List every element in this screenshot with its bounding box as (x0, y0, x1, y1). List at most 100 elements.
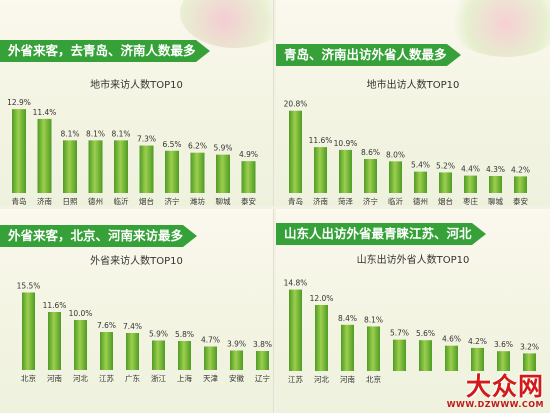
data-label-9: 3.9% (227, 340, 246, 349)
category-label-8: 潍坊 (190, 196, 205, 206)
category-label-4: 济宁 (363, 196, 378, 206)
category-label-2: 河北 (314, 375, 329, 384)
data-label-6: 5.4% (411, 161, 430, 170)
data-label-7: 5.2% (436, 161, 455, 170)
category-label-1: 北京 (21, 373, 36, 383)
category-label-3: 河南 (340, 374, 355, 384)
bar-6 (139, 145, 154, 193)
category-label-10: 泰安 (513, 196, 528, 206)
category-label-10: 辽宁 (255, 373, 270, 383)
bar-2 (37, 118, 52, 193)
bar-7 (165, 150, 179, 193)
data-label-7: 5.8% (175, 330, 194, 339)
data-label-6: 5.9% (149, 330, 168, 339)
bar-1 (22, 292, 35, 370)
bar-chart-city-outbound: 20.8% 青岛 11.6% 济南 10.9% 菏泽 8.6% 济宁 8.0% 临沂 5.4% 德州 5… (284, 100, 530, 206)
data-label-4: 7.6% (97, 321, 116, 330)
dzwww-logo: 大众网 (465, 372, 544, 401)
bar-3 (74, 320, 87, 370)
category-label-9: 聊城 (488, 197, 503, 206)
bar-5 (389, 161, 402, 193)
category-label-5: 广东 (125, 373, 140, 383)
data-label-2: 11.4% (33, 108, 57, 117)
category-label-10: 泰安 (241, 196, 256, 206)
data-label-3: 8.4% (338, 314, 357, 323)
bar-1 (289, 289, 302, 371)
data-label-4: 8.1% (364, 315, 383, 324)
banner-title: 外省来客，北京、河南来访最多 (0, 225, 198, 247)
bar-9 (497, 351, 510, 371)
bar-chart-city-visitors: 12.9% 青岛 11.4% 济南 8.1% 日照 8.1% 德州 8.1% 临沂 7.3% 烟台 6.… (7, 98, 258, 206)
data-label-1: 20.8% (284, 100, 308, 109)
bar-9 (216, 154, 230, 193)
data-label-5: 7.4% (123, 322, 142, 331)
data-label-1: 12.9% (7, 98, 31, 107)
category-label-9: 聊城 (216, 197, 231, 206)
bar-8 (471, 347, 484, 371)
data-label-9: 4.3% (486, 165, 505, 174)
data-label-5: 8.0% (386, 150, 405, 159)
bar-3 (339, 149, 352, 193)
category-label-8: 枣庄 (463, 196, 478, 206)
data-label-1: 15.5% (17, 282, 41, 291)
data-label-1: 14.8% (284, 279, 308, 288)
data-label-10: 3.8% (253, 340, 272, 349)
category-label-7: 烟台 (438, 196, 453, 206)
data-label-3: 10.9% (334, 139, 358, 148)
banner-title: 山东人出访外省最青睐江苏、河北 (276, 223, 485, 245)
bar-3 (63, 140, 77, 193)
data-label-5: 8.1% (111, 129, 130, 138)
bar-chart-province-visitors: 15.5% 北京 11.6% 河南 10.0% 河北 7.6% 江苏 7.4% 广东 5.9% 浙江 5… (17, 282, 272, 384)
data-label-9: 5.9% (213, 144, 232, 153)
chart-title: 山东出访外省人数TOP10 (356, 255, 470, 266)
bar-4 (367, 326, 380, 371)
bar-4 (88, 140, 103, 193)
data-label-8: 4.4% (461, 165, 480, 174)
bar-5 (114, 140, 128, 193)
category-label-4: 江苏 (99, 373, 114, 383)
data-label-7: 4.6% (442, 335, 461, 344)
data-label-10: 3.2% (520, 342, 539, 351)
data-label-4: 8.6% (361, 148, 380, 157)
data-label-2: 12.0% (310, 294, 334, 303)
data-label-4: 8.1% (86, 129, 105, 138)
data-label-3: 8.1% (60, 129, 79, 138)
bar-10 (241, 161, 256, 193)
watermark: 大众网 WWW.DZWWW.COM (447, 372, 544, 410)
category-label-5: 临沂 (388, 196, 403, 206)
category-label-7: 上海 (177, 373, 192, 383)
bar-2 (314, 147, 327, 193)
bar-4 (364, 158, 377, 193)
bar-2 (315, 305, 328, 371)
data-label-5: 5.7% (390, 329, 409, 338)
category-label-2: 济南 (313, 196, 328, 206)
category-label-6: 浙江 (151, 373, 166, 383)
chart-title: 地市来访人数TOP10 (90, 80, 183, 91)
category-label-5: 临沂 (114, 196, 129, 206)
bar-5 (393, 339, 406, 371)
chart-title: 地市出访人数TOP10 (366, 80, 460, 91)
category-label-1: 青岛 (12, 196, 27, 206)
data-label-9: 3.6% (494, 340, 513, 349)
bar-10 (523, 353, 536, 371)
category-label-9: 安徽 (229, 373, 244, 383)
bar-1 (12, 109, 26, 193)
data-label-6: 7.3% (137, 135, 156, 144)
bar-10 (256, 351, 269, 370)
bar-9 (230, 350, 243, 370)
data-label-8: 6.2% (188, 142, 207, 151)
category-label-7: 济宁 (165, 196, 180, 206)
bar-2 (48, 312, 61, 370)
category-label-1: 江苏 (288, 374, 303, 384)
bar-5 (126, 333, 139, 370)
category-label-3: 菏泽 (338, 196, 353, 206)
category-label-1: 青岛 (288, 196, 303, 206)
category-label-4: 北京 (366, 374, 381, 384)
category-label-8: 天津 (203, 374, 218, 383)
data-label-6: 5.6% (416, 329, 435, 338)
data-label-10: 4.2% (511, 165, 530, 174)
category-label-6: 烟台 (139, 196, 154, 206)
bar-8 (190, 152, 205, 193)
banner-title: 青岛、济南出访外省人数最多 (276, 44, 460, 66)
bar-6 (152, 340, 165, 370)
